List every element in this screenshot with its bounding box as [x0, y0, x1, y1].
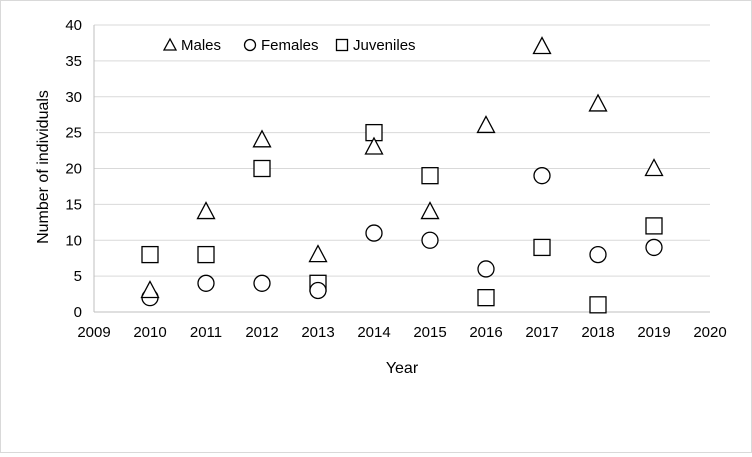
juveniles-data-point: [421, 167, 439, 185]
juveniles-data-point: [645, 217, 663, 235]
juveniles-data-point: [141, 245, 159, 264]
males-data-point: [420, 201, 440, 220]
males-data-point: [532, 36, 552, 55]
legend-marker-females: [243, 38, 257, 52]
x-tick-label: 2017: [525, 324, 558, 341]
y-axis-title: Number of individuals: [35, 90, 52, 244]
males-data-point: [476, 115, 496, 134]
y-tick-label: 30: [65, 89, 82, 106]
females-data-point: [421, 231, 439, 249]
males-data-point: [196, 201, 216, 220]
females-data-point: [309, 281, 327, 300]
y-tick-label: 25: [65, 125, 82, 142]
juveniles-data-point: [197, 245, 215, 264]
males-data-point: [308, 244, 328, 263]
x-tick-label: 2009: [77, 324, 110, 341]
y-tick-label: 15: [65, 196, 82, 213]
legend-marker-males: [162, 37, 178, 51]
legend-item-juveniles: Juveniles: [335, 37, 416, 54]
x-axis-title: Year: [386, 360, 419, 377]
males-data-point: [252, 129, 272, 148]
y-tick-label: 5: [74, 268, 82, 285]
tick-labels: 0 5 10 15 20 25 30 35 40 2009 2010 2011 2012 2013 2014…: [65, 17, 726, 341]
legend-marker-juveniles: [335, 38, 349, 52]
x-tick-label: 2018: [581, 324, 614, 341]
y-tick-label: 40: [65, 17, 82, 34]
females-data-point: [533, 167, 551, 185]
x-tick-label: 2015: [413, 324, 446, 341]
y-tick-label: 0: [74, 304, 82, 321]
x-tick-label: 2011: [190, 324, 222, 341]
males-data-point: [644, 158, 664, 177]
females-data-point: [365, 224, 383, 242]
legend-label-juveniles: Juveniles: [353, 37, 416, 54]
axes: [93, 25, 710, 313]
x-tick-label: 2012: [245, 324, 278, 341]
juveniles-data-point: [477, 288, 495, 307]
legend-item-males: Males: [162, 37, 221, 54]
x-tick-label: 2013: [301, 324, 334, 341]
females-data-point: [645, 238, 663, 257]
y-tick-label: 20: [65, 161, 82, 178]
gridlines: [94, 24, 710, 277]
females-data-point: [253, 274, 271, 292]
females-data-point: [589, 245, 607, 264]
data-markers: [140, 36, 664, 314]
x-tick-label: 2019: [637, 324, 670, 341]
legend-label-females: Females: [261, 37, 319, 54]
x-tick-label: 2020: [693, 324, 726, 341]
x-tick-label: 2010: [133, 324, 166, 341]
females-data-point: [477, 260, 495, 278]
juveniles-data-point: [589, 296, 607, 314]
males-data-point: [140, 280, 160, 299]
males-data-point: [364, 136, 384, 155]
juveniles-data-point: [533, 238, 551, 257]
legend: Males Females Juveniles: [162, 37, 416, 54]
juveniles-data-point: [253, 159, 271, 178]
legend-item-females: Females: [243, 37, 319, 54]
legend-label-males: Males: [181, 37, 221, 54]
y-tick-label: 35: [65, 53, 82, 70]
x-tick-label: 2016: [469, 324, 502, 341]
y-tick-label: 10: [65, 232, 82, 249]
males-data-point: [588, 93, 608, 112]
females-data-point: [197, 274, 215, 292]
x-tick-label: 2014: [357, 324, 390, 341]
